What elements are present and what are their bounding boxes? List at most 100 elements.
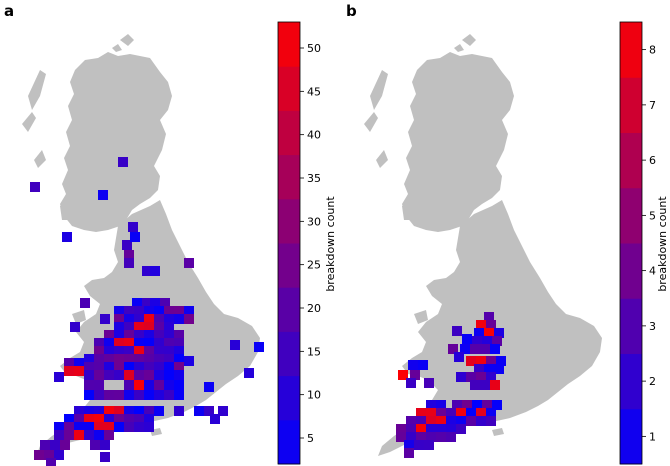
heat-cell: [74, 422, 84, 432]
heat-cell: [124, 346, 134, 356]
heat-cell: [462, 334, 472, 344]
heat-cell: [114, 422, 124, 432]
heat-cell: [436, 408, 446, 418]
heat-cell: [132, 298, 142, 308]
heat-cell: [184, 258, 194, 268]
heat-cell: [104, 330, 114, 340]
heat-cell: [164, 338, 174, 348]
heat-cell: [456, 372, 466, 382]
heat-cell: [124, 338, 134, 348]
heat-cell: [124, 370, 134, 380]
heat-cell: [122, 240, 132, 250]
heat-cell: [486, 416, 496, 426]
heat-cell: [90, 440, 100, 450]
heat-cell: [94, 354, 104, 364]
heat-cell: [482, 336, 492, 346]
colorbar-segment: [278, 198, 300, 244]
heat-cell: [144, 422, 154, 432]
colorbar-segment: [278, 331, 300, 377]
heat-cell: [104, 338, 114, 348]
colorbar-segment: [278, 375, 300, 421]
heat-cell: [424, 440, 434, 450]
heat-cell: [184, 306, 194, 316]
heat-cell: [124, 390, 134, 400]
heat-cell: [114, 414, 124, 424]
colorbar-segment: [620, 408, 642, 465]
heat-cell: [64, 414, 74, 424]
heat-cell: [154, 354, 164, 364]
heat-cell: [466, 372, 476, 382]
heat-cell: [174, 330, 184, 340]
heat-cell: [436, 416, 446, 426]
heat-cell: [230, 340, 240, 350]
colorbar-segment: [278, 419, 300, 465]
heat-cell: [404, 440, 414, 450]
colorbar-segment: [278, 22, 300, 67]
heat-cell: [486, 356, 496, 366]
heat-cell: [74, 430, 84, 440]
heat-cell: [480, 380, 490, 390]
heat-cell: [154, 322, 164, 332]
heat-cells-b: [396, 312, 506, 458]
colorbar-a-label: breakdown count: [324, 196, 337, 292]
heat-cell: [144, 346, 154, 356]
colorbar-tick-label: 3: [649, 320, 656, 333]
heat-cell: [114, 390, 124, 400]
heat-cell: [466, 416, 476, 426]
heat-cell: [94, 430, 104, 440]
heat-cell: [416, 416, 426, 426]
heat-cell: [74, 358, 84, 368]
heat-cell: [84, 422, 94, 432]
heat-cell: [94, 414, 104, 424]
heat-cell: [174, 314, 184, 324]
heat-cell: [160, 298, 170, 308]
heat-cell: [418, 360, 428, 370]
heat-cell: [124, 422, 134, 432]
heat-cell: [154, 330, 164, 340]
heat-cell: [164, 314, 174, 324]
colorbar-tick-label: 2: [649, 375, 656, 388]
heat-cell: [114, 306, 124, 316]
heat-cell: [94, 422, 104, 432]
colorbar-b-label: breakdown count: [656, 196, 669, 292]
heat-cell: [144, 314, 154, 324]
colorbar-tick-label: 10: [307, 389, 321, 402]
heat-cell: [184, 314, 194, 324]
heat-cell: [84, 390, 94, 400]
heat-cell: [254, 342, 264, 352]
heat-cell: [114, 362, 124, 372]
heat-cell: [84, 406, 94, 416]
heat-cell: [410, 370, 420, 380]
heat-cell: [472, 400, 482, 410]
heat-cell: [164, 390, 174, 400]
heat-cell: [436, 400, 446, 410]
heat-cell: [34, 450, 44, 460]
heat-cell: [70, 322, 80, 332]
heat-cell: [470, 380, 480, 390]
colorbar-segment: [278, 243, 300, 288]
heat-cell: [94, 346, 104, 356]
heat-cell: [476, 416, 486, 426]
heat-cell: [134, 322, 144, 332]
heat-cell: [486, 372, 496, 382]
heat-cell: [416, 408, 426, 418]
heat-cell: [164, 346, 174, 356]
heat-cell: [84, 380, 94, 390]
heat-cell: [496, 356, 506, 366]
heat-cell: [164, 330, 174, 340]
colorbar-segment: [278, 287, 300, 332]
heat-cell: [472, 336, 482, 346]
heat-cell: [448, 344, 458, 354]
heat-cell: [398, 370, 408, 380]
heat-cell: [476, 408, 486, 418]
heat-cell: [154, 314, 164, 324]
heat-cell: [134, 380, 144, 390]
colorbar-tick-label: 50: [307, 42, 321, 55]
heat-cell: [456, 416, 466, 426]
heat-cell: [134, 390, 144, 400]
heat-cell: [406, 432, 416, 442]
heat-cell: [426, 432, 436, 442]
heat-cell: [144, 406, 154, 416]
heat-cell: [436, 432, 446, 442]
colorbar-segment: [620, 132, 642, 189]
